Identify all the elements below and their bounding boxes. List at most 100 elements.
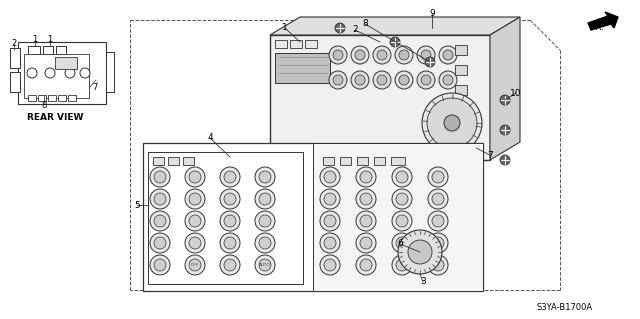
- Circle shape: [189, 237, 201, 249]
- Circle shape: [390, 37, 400, 47]
- Text: 7: 7: [92, 84, 98, 93]
- Circle shape: [185, 233, 205, 253]
- Circle shape: [396, 237, 408, 249]
- Circle shape: [432, 215, 444, 227]
- Circle shape: [154, 259, 166, 271]
- Circle shape: [439, 71, 457, 89]
- Text: 1: 1: [33, 35, 38, 44]
- Bar: [56, 46, 66, 54]
- Bar: [275, 53, 330, 83]
- Circle shape: [356, 167, 376, 187]
- Circle shape: [150, 255, 170, 275]
- Circle shape: [185, 167, 205, 187]
- Bar: [455, 65, 467, 75]
- Text: 5: 5: [134, 201, 140, 210]
- Bar: [270, 35, 490, 160]
- Circle shape: [224, 193, 236, 205]
- Text: 7: 7: [487, 151, 493, 160]
- Text: 1: 1: [47, 35, 52, 44]
- Circle shape: [185, 255, 205, 275]
- Circle shape: [360, 193, 372, 205]
- Bar: [305, 40, 317, 48]
- Circle shape: [185, 189, 205, 209]
- Circle shape: [154, 171, 166, 183]
- Circle shape: [377, 50, 387, 60]
- Circle shape: [396, 215, 408, 227]
- Circle shape: [500, 95, 510, 105]
- Circle shape: [392, 189, 412, 209]
- Circle shape: [417, 71, 435, 89]
- Circle shape: [443, 75, 453, 85]
- Circle shape: [320, 167, 340, 187]
- Bar: [455, 45, 467, 55]
- Bar: [10, 72, 20, 92]
- Circle shape: [220, 167, 240, 187]
- Circle shape: [220, 233, 240, 253]
- Circle shape: [360, 259, 372, 271]
- Circle shape: [395, 46, 413, 64]
- Text: 4: 4: [207, 133, 213, 143]
- Circle shape: [392, 255, 412, 275]
- Circle shape: [377, 75, 387, 85]
- Text: 6: 6: [397, 240, 403, 249]
- Circle shape: [329, 71, 347, 89]
- Circle shape: [396, 193, 408, 205]
- Text: 1: 1: [282, 24, 288, 33]
- Circle shape: [425, 57, 435, 67]
- Circle shape: [333, 50, 343, 60]
- Bar: [455, 85, 467, 95]
- Circle shape: [220, 211, 240, 231]
- Circle shape: [500, 155, 510, 165]
- Circle shape: [439, 46, 457, 64]
- Circle shape: [396, 171, 408, 183]
- Circle shape: [399, 75, 409, 85]
- Circle shape: [320, 233, 340, 253]
- Circle shape: [360, 215, 372, 227]
- Circle shape: [444, 115, 460, 131]
- Circle shape: [392, 167, 412, 187]
- Bar: [48, 95, 56, 101]
- Circle shape: [443, 50, 453, 60]
- Circle shape: [150, 167, 170, 187]
- Circle shape: [224, 171, 236, 183]
- Bar: [55, 57, 77, 69]
- Circle shape: [154, 193, 166, 205]
- Circle shape: [408, 240, 432, 264]
- Circle shape: [432, 193, 444, 205]
- Bar: [38, 95, 46, 101]
- Circle shape: [324, 193, 336, 205]
- Circle shape: [255, 189, 275, 209]
- Bar: [323, 157, 334, 165]
- Circle shape: [220, 189, 240, 209]
- Circle shape: [255, 167, 275, 187]
- Text: 3: 3: [420, 278, 426, 286]
- Circle shape: [356, 211, 376, 231]
- Circle shape: [150, 189, 170, 209]
- Circle shape: [395, 71, 413, 89]
- Circle shape: [80, 68, 90, 78]
- Circle shape: [65, 68, 75, 78]
- Polygon shape: [588, 12, 618, 30]
- Circle shape: [224, 237, 236, 249]
- Bar: [68, 95, 76, 101]
- Bar: [43, 46, 53, 54]
- Circle shape: [324, 171, 336, 183]
- Circle shape: [355, 50, 365, 60]
- Circle shape: [154, 237, 166, 249]
- Circle shape: [428, 233, 448, 253]
- Circle shape: [392, 233, 412, 253]
- Circle shape: [432, 237, 444, 249]
- Circle shape: [333, 75, 343, 85]
- Circle shape: [421, 75, 431, 85]
- Circle shape: [329, 46, 347, 64]
- Circle shape: [150, 211, 170, 231]
- Circle shape: [373, 71, 391, 89]
- Bar: [143, 143, 483, 291]
- Bar: [357, 157, 368, 165]
- Bar: [313, 143, 483, 291]
- Circle shape: [428, 189, 448, 209]
- Circle shape: [255, 211, 275, 231]
- Text: 10: 10: [510, 88, 522, 98]
- Text: OFF: OFF: [191, 263, 199, 267]
- Circle shape: [259, 193, 271, 205]
